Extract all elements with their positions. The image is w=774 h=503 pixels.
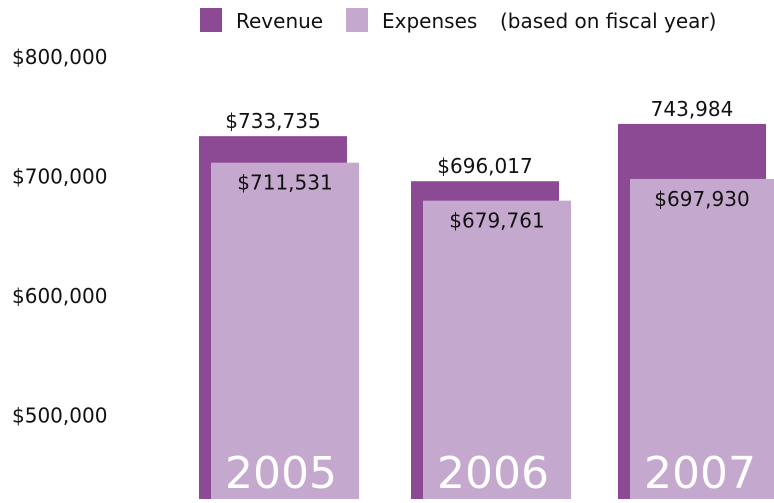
legend-label: Revenue — [236, 9, 323, 33]
data-label: 743,984 — [651, 97, 734, 121]
bar — [211, 162, 359, 500]
data-label: $697,930 — [654, 187, 749, 211]
data-label: $711,531 — [237, 171, 332, 195]
legend-swatch — [200, 8, 222, 32]
data-label: $733,735 — [225, 109, 320, 133]
data-label: $696,017 — [437, 154, 532, 178]
x-tick-label: 2007 — [644, 448, 756, 499]
legend-label: Expenses — [382, 9, 477, 33]
y-tick-label: $800,000 — [12, 45, 107, 69]
y-tick-label: $600,000 — [12, 284, 107, 308]
y-tick-label: $500,000 — [12, 403, 107, 427]
data-label: $679,761 — [449, 209, 544, 233]
y-tick-label: $700,000 — [12, 164, 107, 188]
subtitle: (based on fiscal year) — [500, 9, 716, 33]
x-tick-label: 2006 — [437, 448, 549, 499]
legend-swatch — [346, 8, 368, 32]
x-tick-label: 2005 — [225, 448, 337, 499]
bar — [423, 200, 571, 500]
bar — [630, 178, 774, 500]
